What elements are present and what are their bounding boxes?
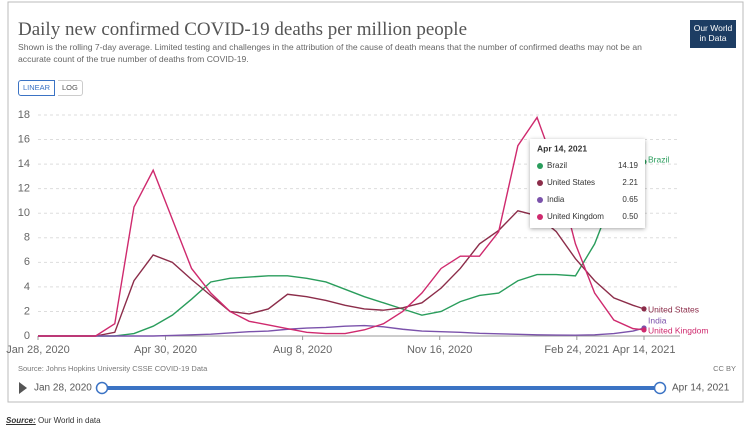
linear-button[interactable]: LINEAR bbox=[18, 80, 56, 96]
tooltip-value: 2.21 bbox=[622, 178, 638, 187]
play-button[interactable] bbox=[19, 382, 27, 394]
series-label: United States bbox=[648, 304, 699, 314]
tooltip-value: 0.50 bbox=[622, 212, 638, 221]
footer: Source: Our World in data bbox=[6, 416, 101, 425]
tooltip: Apr 14, 2021 Brazil 14.19 United States 2.21… bbox=[530, 139, 645, 228]
log-button[interactable]: LOG bbox=[58, 80, 83, 96]
tooltip-body: Apr 14, 2021 Brazil 14.19 United States 2.21… bbox=[537, 143, 639, 221]
y-tick-label: 6 bbox=[24, 256, 30, 268]
footer-label: Source: bbox=[6, 416, 36, 425]
tooltip-value: 0.65 bbox=[622, 195, 638, 204]
y-tick-label: 8 bbox=[24, 232, 30, 244]
timeline-end: Apr 14, 2021 bbox=[672, 383, 730, 394]
series-label: United Kingdom bbox=[648, 325, 708, 335]
x-tick-label: Nov 16, 2020 bbox=[407, 344, 472, 356]
series-line bbox=[38, 209, 645, 337]
series-line bbox=[38, 324, 645, 337]
timeline-handle-start[interactable] bbox=[95, 381, 109, 395]
y-tick-label: 14 bbox=[18, 158, 30, 170]
frame bbox=[7, 1, 744, 403]
timeline-handle-end[interactable] bbox=[653, 381, 667, 395]
end-point bbox=[641, 327, 647, 333]
end-point bbox=[641, 306, 647, 312]
chart-subtitle: Shown is the rolling 7-day average. Limi… bbox=[18, 42, 642, 64]
series-label: Brazil bbox=[648, 154, 669, 164]
chart-title: Daily new confirmed COVID-19 deaths per … bbox=[18, 19, 468, 40]
tooltip-date: Apr 14, 2021 bbox=[537, 143, 587, 153]
x-tick-label: Aug 8, 2020 bbox=[273, 344, 332, 356]
license: CC BY bbox=[713, 364, 736, 373]
tooltip-name: India bbox=[547, 195, 565, 204]
logo: Our World in Data bbox=[690, 20, 736, 48]
x-tick-label: Apr 14, 2021 bbox=[613, 344, 676, 356]
y-tick-label: 10 bbox=[18, 207, 30, 219]
y-tick-label: 2 bbox=[24, 305, 30, 317]
y-tick-label: 18 bbox=[18, 109, 30, 121]
y-tick-label: 4 bbox=[24, 281, 30, 293]
tooltip-name: Brazil bbox=[547, 161, 567, 170]
tooltip-name: United States bbox=[547, 178, 595, 187]
y-tick-label: 0 bbox=[24, 330, 30, 342]
footer-text: Our World in data bbox=[38, 416, 101, 425]
tooltip-name: United Kingdom bbox=[547, 212, 604, 221]
tooltip-value: 14.19 bbox=[618, 161, 639, 170]
tooltip-swatch bbox=[537, 214, 543, 220]
tooltip-swatch bbox=[537, 197, 543, 203]
series-line bbox=[38, 161, 645, 337]
timeline-start: Jan 28, 2020 bbox=[34, 383, 92, 394]
y-tick-label: 12 bbox=[18, 183, 30, 195]
source: Source: Johns Hopkins University CSSE CO… bbox=[18, 364, 208, 373]
timeline-track bbox=[102, 386, 660, 390]
x-tick-label: Jan 28, 2020 bbox=[6, 344, 70, 356]
y-tick-label: 16 bbox=[18, 133, 30, 145]
x-tick-label: Apr 30, 2020 bbox=[134, 344, 197, 356]
tooltip-swatch bbox=[537, 163, 543, 169]
x-tick-label: Feb 24, 2021 bbox=[544, 344, 609, 356]
tooltip-swatch bbox=[537, 180, 543, 186]
series-label: India bbox=[648, 315, 667, 325]
